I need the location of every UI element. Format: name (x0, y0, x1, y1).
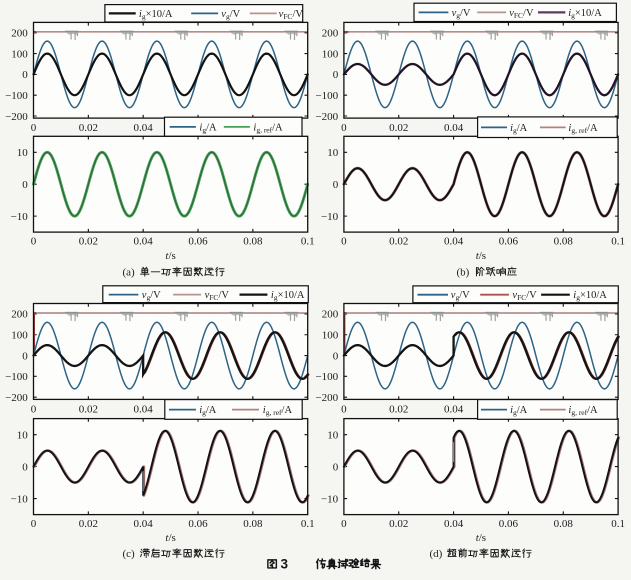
svg-text:0: 0 (22, 461, 28, 473)
svg-text:0: 0 (22, 350, 28, 362)
svg-text:vg/V: vg/V (452, 8, 471, 20)
svg-text:−200: −200 (5, 392, 28, 404)
svg-text:−10: −10 (11, 211, 29, 223)
svg-text:0.02: 0.02 (389, 122, 408, 134)
svg-text:−100: −100 (5, 90, 28, 102)
svg-text:0.06: 0.06 (499, 518, 519, 530)
svg-text:0.02: 0.02 (79, 236, 98, 248)
svg-text:0: 0 (341, 404, 347, 416)
svg-text:0: 0 (31, 518, 37, 530)
svg-text:0.06: 0.06 (499, 236, 519, 248)
svg-text:−200: −200 (315, 392, 338, 404)
svg-text:0.04: 0.04 (444, 122, 464, 134)
svg-text:200: 200 (11, 309, 28, 321)
svg-text:−200: −200 (5, 111, 28, 123)
svg-text:vFC/V: vFC/V (205, 290, 230, 302)
svg-text:t/s: t/s (476, 250, 486, 262)
svg-text:ig, ref/A: ig, ref/A (568, 123, 598, 135)
svg-text:ig×10/A: ig×10/A (568, 8, 602, 20)
svg-text:vFC/V: vFC/V (512, 290, 537, 302)
svg-text:0.02: 0.02 (389, 404, 408, 416)
svg-text:(c): (c) (123, 548, 136, 560)
svg-text:0: 0 (22, 69, 28, 81)
svg-text:−10: −10 (321, 211, 339, 223)
svg-text:ig/A: ig/A (510, 405, 528, 417)
svg-text:0.02: 0.02 (79, 404, 98, 416)
svg-text:0.1: 0.1 (611, 518, 625, 530)
svg-text:vg/V: vg/V (221, 9, 240, 21)
svg-text:0.08: 0.08 (243, 518, 263, 530)
svg-text:vg/V: vg/V (451, 290, 470, 302)
svg-text:ig×10/A: ig×10/A (139, 9, 173, 21)
svg-text:t/s: t/s (476, 532, 486, 544)
svg-text:3: 3 (281, 556, 289, 571)
svg-text:ig, ref/A: ig, ref/A (263, 405, 293, 417)
svg-text:0.1: 0.1 (301, 518, 315, 530)
svg-text:0.02: 0.02 (389, 518, 408, 530)
svg-text:0.08: 0.08 (554, 236, 574, 248)
svg-text:0.02: 0.02 (389, 236, 408, 248)
svg-text:0.1: 0.1 (301, 236, 315, 248)
svg-text:0: 0 (31, 236, 37, 248)
svg-text:ig×10/A: ig×10/A (573, 290, 607, 302)
svg-text:0.04: 0.04 (444, 404, 464, 416)
svg-text:(b): (b) (457, 267, 470, 279)
svg-text:t/s: t/s (165, 250, 175, 262)
svg-text:0.04: 0.04 (134, 236, 154, 248)
svg-text:ig×10/A: ig×10/A (271, 290, 305, 302)
svg-text:(a): (a) (123, 267, 136, 279)
svg-text:0: 0 (333, 69, 339, 81)
svg-text:vFC/V: vFC/V (509, 8, 534, 20)
svg-text:10: 10 (17, 429, 29, 441)
svg-text:0.04: 0.04 (134, 122, 154, 134)
svg-text:0.1: 0.1 (611, 236, 625, 248)
svg-text:−100: −100 (315, 371, 338, 383)
svg-text:ig/A: ig/A (199, 405, 217, 417)
svg-text:10: 10 (327, 147, 339, 159)
svg-text:(d): (d) (430, 548, 443, 560)
svg-text:0: 0 (333, 461, 339, 473)
svg-text:ig/A: ig/A (510, 123, 528, 135)
svg-text:0.04: 0.04 (134, 518, 154, 530)
svg-text:10: 10 (327, 429, 339, 441)
svg-text:0: 0 (333, 179, 339, 191)
svg-text:0: 0 (22, 179, 28, 191)
svg-text:100: 100 (322, 330, 339, 342)
svg-text:ig/A: ig/A (199, 122, 217, 134)
svg-text:200: 200 (11, 28, 28, 40)
svg-text:0.02: 0.02 (79, 518, 98, 530)
svg-text:100: 100 (11, 330, 28, 342)
svg-text:−100: −100 (315, 90, 338, 102)
svg-text:0.04: 0.04 (444, 236, 464, 248)
svg-text:−200: −200 (315, 111, 338, 123)
svg-text:0: 0 (341, 236, 347, 248)
svg-text:0: 0 (31, 122, 37, 134)
svg-text:−10: −10 (11, 493, 29, 505)
svg-text:100: 100 (322, 48, 339, 60)
svg-text:0.06: 0.06 (188, 236, 208, 248)
svg-text:100: 100 (11, 48, 28, 60)
svg-text:0.02: 0.02 (79, 122, 98, 134)
svg-text:ig, ref/A: ig, ref/A (253, 122, 283, 134)
svg-text:0.08: 0.08 (243, 236, 263, 248)
svg-text:0.04: 0.04 (444, 518, 464, 530)
svg-text:10: 10 (17, 147, 29, 159)
svg-text:0.04: 0.04 (134, 404, 154, 416)
svg-text:t/s: t/s (165, 532, 175, 544)
svg-text:vFC/V: vFC/V (279, 9, 304, 21)
svg-text:0: 0 (333, 350, 339, 362)
svg-text:0: 0 (341, 518, 347, 530)
svg-text:200: 200 (322, 309, 339, 321)
svg-text:−10: −10 (321, 493, 339, 505)
svg-text:200: 200 (322, 28, 339, 40)
svg-text:0.08: 0.08 (554, 518, 574, 530)
svg-text:0: 0 (31, 404, 37, 416)
svg-text:0: 0 (341, 122, 347, 134)
svg-text:ig, ref/A: ig, ref/A (568, 405, 598, 417)
svg-text:vg/V: vg/V (142, 290, 161, 302)
svg-text:0.06: 0.06 (188, 518, 208, 530)
svg-text:−100: −100 (5, 371, 28, 383)
